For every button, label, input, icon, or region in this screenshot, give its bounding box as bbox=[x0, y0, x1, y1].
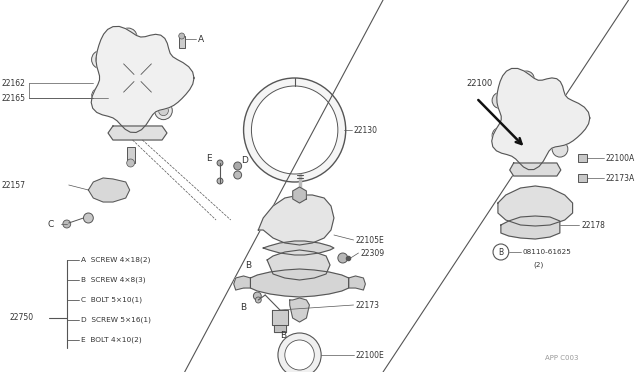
Circle shape bbox=[518, 71, 534, 87]
Circle shape bbox=[120, 110, 137, 128]
Text: B  SCREW 4×8(3): B SCREW 4×8(3) bbox=[81, 277, 145, 283]
Circle shape bbox=[550, 225, 554, 229]
Circle shape bbox=[518, 149, 534, 165]
Circle shape bbox=[63, 220, 70, 228]
Text: B: B bbox=[499, 247, 504, 257]
Text: (2): (2) bbox=[533, 262, 543, 268]
Polygon shape bbox=[272, 310, 288, 325]
Circle shape bbox=[234, 171, 242, 179]
Circle shape bbox=[356, 280, 364, 288]
Circle shape bbox=[531, 113, 540, 123]
Text: B: B bbox=[246, 262, 252, 270]
Text: 22130: 22130 bbox=[353, 125, 378, 135]
Circle shape bbox=[509, 229, 513, 233]
Polygon shape bbox=[250, 269, 349, 297]
Polygon shape bbox=[267, 250, 330, 280]
Circle shape bbox=[492, 128, 508, 144]
Polygon shape bbox=[263, 241, 334, 255]
Polygon shape bbox=[498, 186, 573, 226]
Polygon shape bbox=[88, 178, 130, 202]
Polygon shape bbox=[234, 276, 250, 290]
Circle shape bbox=[285, 340, 314, 370]
Circle shape bbox=[236, 280, 244, 288]
Text: D  SCREW 5×16(1): D SCREW 5×16(1) bbox=[81, 317, 150, 323]
Circle shape bbox=[116, 56, 159, 100]
Text: 22100E: 22100E bbox=[356, 350, 384, 359]
Text: APP C003: APP C003 bbox=[545, 355, 579, 361]
Circle shape bbox=[280, 198, 319, 238]
Text: 22309: 22309 bbox=[360, 248, 385, 257]
FancyBboxPatch shape bbox=[179, 36, 185, 48]
Text: 22157: 22157 bbox=[2, 180, 26, 189]
Text: 08110-61625: 08110-61625 bbox=[522, 249, 572, 255]
Circle shape bbox=[547, 222, 557, 232]
Polygon shape bbox=[509, 163, 561, 176]
Circle shape bbox=[95, 92, 106, 102]
Circle shape bbox=[217, 160, 223, 166]
Circle shape bbox=[253, 292, 261, 300]
Text: C: C bbox=[48, 219, 54, 228]
Polygon shape bbox=[492, 68, 590, 170]
Text: 22165: 22165 bbox=[2, 93, 26, 103]
Text: A  SCREW 4×18(2): A SCREW 4×18(2) bbox=[81, 257, 150, 263]
Polygon shape bbox=[259, 195, 334, 245]
Text: 22750: 22750 bbox=[10, 314, 34, 323]
Circle shape bbox=[83, 213, 93, 223]
Text: 22100: 22100 bbox=[467, 78, 493, 87]
Polygon shape bbox=[92, 26, 194, 132]
Circle shape bbox=[255, 297, 261, 303]
Circle shape bbox=[130, 70, 145, 86]
Circle shape bbox=[294, 212, 305, 224]
Text: 22178: 22178 bbox=[581, 221, 605, 230]
Circle shape bbox=[124, 32, 133, 42]
Text: B: B bbox=[239, 302, 246, 311]
Text: E  BOLT 4×10(2): E BOLT 4×10(2) bbox=[81, 337, 141, 343]
Circle shape bbox=[552, 141, 568, 157]
Circle shape bbox=[525, 108, 545, 128]
Circle shape bbox=[278, 333, 321, 372]
Text: 22105E: 22105E bbox=[356, 235, 384, 244]
Text: 22100A: 22100A bbox=[606, 154, 636, 163]
Circle shape bbox=[252, 86, 338, 174]
Text: D: D bbox=[241, 155, 248, 164]
Circle shape bbox=[155, 102, 172, 120]
FancyBboxPatch shape bbox=[577, 154, 588, 162]
Text: 22162: 22162 bbox=[2, 78, 26, 87]
Polygon shape bbox=[501, 216, 560, 239]
Polygon shape bbox=[108, 126, 167, 140]
Circle shape bbox=[159, 106, 168, 116]
Circle shape bbox=[170, 69, 188, 87]
Circle shape bbox=[288, 206, 311, 230]
Circle shape bbox=[338, 253, 348, 263]
FancyBboxPatch shape bbox=[127, 147, 134, 163]
Polygon shape bbox=[349, 276, 365, 290]
Circle shape bbox=[244, 78, 346, 182]
Text: 22173: 22173 bbox=[356, 301, 380, 310]
Text: C  BOLT 5×10(1): C BOLT 5×10(1) bbox=[81, 297, 141, 303]
Circle shape bbox=[124, 114, 133, 124]
Polygon shape bbox=[292, 187, 307, 203]
Circle shape bbox=[127, 159, 134, 167]
Circle shape bbox=[174, 73, 184, 83]
Circle shape bbox=[492, 93, 508, 109]
Circle shape bbox=[95, 55, 106, 65]
Polygon shape bbox=[274, 325, 286, 332]
Circle shape bbox=[239, 280, 248, 288]
Text: 22173A: 22173A bbox=[606, 173, 636, 183]
Circle shape bbox=[179, 33, 185, 39]
Text: B: B bbox=[280, 330, 286, 340]
Circle shape bbox=[92, 87, 109, 105]
Circle shape bbox=[92, 51, 109, 68]
Text: A: A bbox=[198, 35, 205, 44]
Circle shape bbox=[234, 162, 242, 170]
Circle shape bbox=[120, 28, 137, 46]
Text: E: E bbox=[207, 154, 212, 163]
Circle shape bbox=[217, 178, 223, 184]
FancyBboxPatch shape bbox=[577, 174, 588, 182]
Circle shape bbox=[506, 226, 516, 236]
Polygon shape bbox=[290, 298, 309, 322]
Circle shape bbox=[566, 110, 582, 126]
